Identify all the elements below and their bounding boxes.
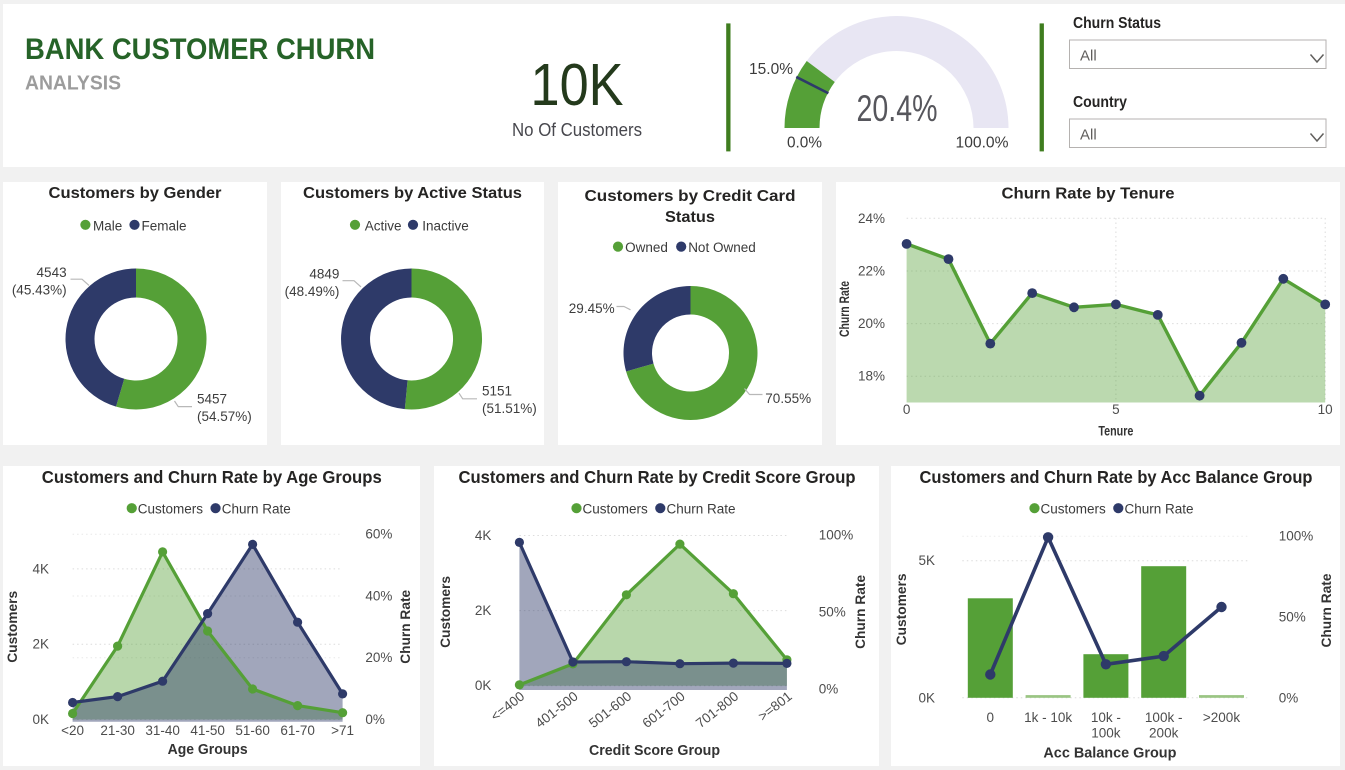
- svg-text:Customers by Credit Card: Customers by Credit Card: [585, 188, 796, 205]
- svg-text:4543: 4543: [37, 265, 67, 280]
- svg-text:Churn Status: Churn Status: [1073, 15, 1161, 32]
- svg-text:50%: 50%: [1279, 610, 1306, 625]
- svg-text:<=400: <=400: [488, 689, 527, 724]
- svg-text:Credit Score Group: Credit Score Group: [589, 743, 720, 759]
- svg-text:4K: 4K: [32, 561, 49, 576]
- svg-text:22%: 22%: [858, 263, 885, 278]
- svg-text:>=801: >=801: [755, 689, 794, 724]
- svg-text:41-50: 41-50: [190, 723, 225, 738]
- svg-text:(54.57%): (54.57%): [197, 409, 252, 424]
- svg-text:5: 5: [1112, 402, 1120, 417]
- svg-text:>200k: >200k: [1203, 710, 1240, 725]
- svg-text:61-70: 61-70: [280, 723, 315, 738]
- svg-text:100%: 100%: [1279, 529, 1314, 544]
- svg-text:Churn Rate: Churn Rate: [1318, 573, 1334, 647]
- svg-text:Churn Rate: Churn Rate: [667, 502, 736, 517]
- svg-text:Active: Active: [365, 218, 402, 233]
- svg-text:Status: Status: [665, 209, 715, 226]
- svg-text:Country: Country: [1073, 94, 1127, 111]
- svg-text:10: 10: [1318, 402, 1333, 417]
- svg-text:50%: 50%: [819, 605, 846, 620]
- svg-text:0%: 0%: [819, 682, 839, 697]
- svg-text:701-800: 701-800: [693, 689, 741, 731]
- svg-text:401-500: 401-500: [532, 689, 580, 731]
- svg-text:Churn Rate: Churn Rate: [1125, 502, 1194, 517]
- svg-text:4K: 4K: [475, 528, 492, 543]
- svg-text:1k - 10k: 1k - 10k: [1024, 710, 1072, 725]
- svg-text:70.55%: 70.55%: [765, 391, 811, 406]
- svg-text:5151: 5151: [482, 384, 512, 399]
- svg-text:Age Groups: Age Groups: [168, 742, 248, 758]
- svg-text:(51.51%): (51.51%): [482, 401, 537, 416]
- svg-text:31-40: 31-40: [145, 723, 180, 738]
- svg-text:100k -: 100k -: [1145, 710, 1183, 725]
- svg-text:ANALYSIS: ANALYSIS: [25, 72, 121, 95]
- svg-text:<20: <20: [61, 723, 84, 738]
- svg-text:>71: >71: [331, 723, 354, 738]
- svg-text:BANK CUSTOMER CHURN: BANK CUSTOMER CHURN: [25, 33, 375, 66]
- svg-text:Customers and Churn Rate by Ac: Customers and Churn Rate by Acc Balance …: [920, 467, 1313, 487]
- svg-text:Customers: Customers: [138, 502, 204, 517]
- svg-text:0%: 0%: [1279, 690, 1299, 705]
- svg-text:Owned: Owned: [625, 240, 668, 255]
- svg-text:2K: 2K: [475, 603, 492, 618]
- svg-text:10K: 10K: [531, 52, 624, 118]
- svg-text:Customers: Customers: [437, 576, 453, 648]
- svg-text:100k: 100k: [1091, 726, 1121, 741]
- svg-text:(45.43%): (45.43%): [12, 283, 67, 298]
- svg-text:24%: 24%: [858, 211, 885, 226]
- svg-text:200k: 200k: [1149, 726, 1179, 741]
- svg-text:Customers and Churn Rate by Ag: Customers and Churn Rate by Age Groups: [42, 467, 382, 487]
- svg-text:15.0%: 15.0%: [749, 61, 793, 78]
- svg-text:5457: 5457: [197, 392, 227, 407]
- svg-text:100.0%: 100.0%: [956, 135, 1009, 152]
- svg-text:40%: 40%: [365, 588, 392, 603]
- svg-text:Customers and Churn Rate by Cr: Customers and Churn Rate by Credit Score…: [459, 467, 856, 487]
- svg-text:4849: 4849: [309, 267, 339, 282]
- svg-text:0.0%: 0.0%: [787, 135, 822, 152]
- svg-text:Customers: Customers: [1041, 502, 1107, 517]
- svg-text:601-700: 601-700: [639, 689, 687, 731]
- svg-text:20%: 20%: [858, 316, 885, 331]
- svg-text:Customers: Customers: [583, 502, 649, 517]
- svg-text:100%: 100%: [819, 528, 854, 543]
- svg-text:Churn Rate: Churn Rate: [837, 281, 852, 337]
- svg-text:18%: 18%: [858, 369, 885, 384]
- svg-text:Customers: Customers: [893, 573, 909, 645]
- svg-text:2K: 2K: [32, 637, 49, 652]
- svg-text:20%: 20%: [365, 650, 392, 665]
- svg-text:60%: 60%: [365, 527, 392, 542]
- svg-text:Churn Rate by Tenure: Churn Rate by Tenure: [1002, 186, 1175, 203]
- svg-text:Customers: Customers: [4, 591, 20, 663]
- svg-text:0: 0: [987, 710, 995, 725]
- svg-text:Tenure: Tenure: [1098, 424, 1133, 439]
- svg-text:0K: 0K: [32, 712, 49, 727]
- svg-text:0%: 0%: [365, 712, 385, 727]
- svg-text:21-30: 21-30: [100, 723, 135, 738]
- svg-text:5K: 5K: [918, 553, 935, 568]
- svg-text:Female: Female: [142, 218, 187, 233]
- svg-text:10k -: 10k -: [1091, 710, 1121, 725]
- svg-text:Customers by Gender: Customers by Gender: [49, 185, 222, 202]
- svg-text:Male: Male: [93, 218, 122, 233]
- svg-text:0: 0: [903, 402, 911, 417]
- svg-text:All: All: [1080, 127, 1097, 144]
- svg-text:Customers by Active Status: Customers by Active Status: [303, 185, 522, 202]
- svg-text:20.4%: 20.4%: [857, 88, 938, 129]
- svg-text:No Of Customers: No Of Customers: [512, 120, 642, 140]
- svg-text:0K: 0K: [475, 678, 492, 693]
- svg-text:Churn Rate: Churn Rate: [397, 590, 413, 664]
- svg-text:501-600: 501-600: [586, 689, 634, 731]
- svg-text:0K: 0K: [918, 690, 935, 705]
- svg-text:All: All: [1080, 48, 1097, 65]
- svg-text:51-60: 51-60: [235, 723, 270, 738]
- svg-text:29.45%: 29.45%: [569, 301, 615, 316]
- svg-text:Inactive: Inactive: [422, 218, 469, 233]
- svg-text:Acc Balance Group: Acc Balance Group: [1043, 746, 1176, 762]
- svg-text:Churn Rate: Churn Rate: [852, 575, 868, 649]
- svg-text:Churn Rate: Churn Rate: [222, 502, 291, 517]
- svg-text:(48.49%): (48.49%): [285, 284, 340, 299]
- svg-text:Not Owned: Not Owned: [688, 240, 756, 255]
